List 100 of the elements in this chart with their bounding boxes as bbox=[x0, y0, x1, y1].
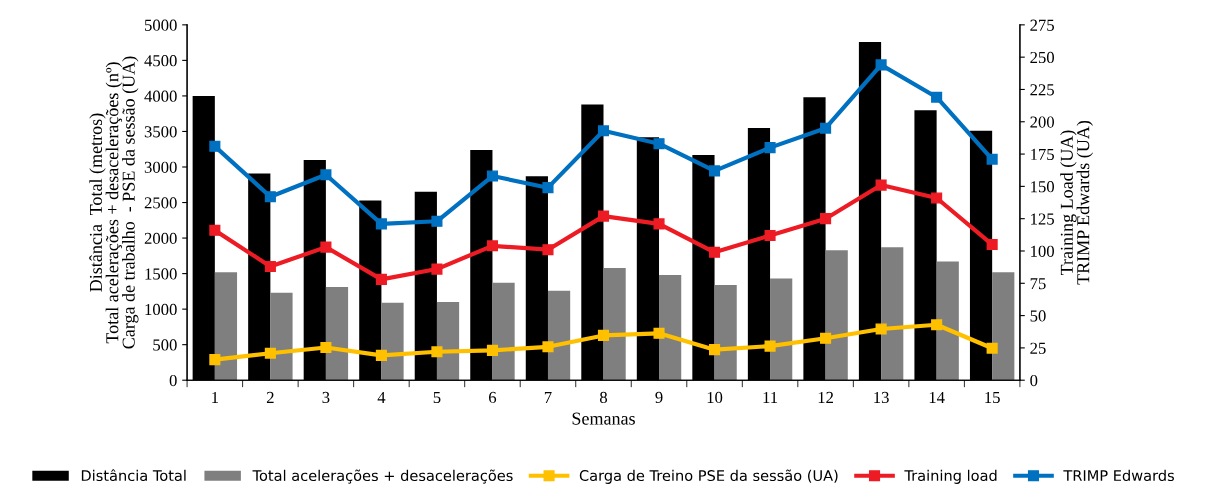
point bbox=[820, 332, 832, 344]
point bbox=[820, 122, 832, 134]
y2-tick-label: 275 bbox=[1030, 19, 1054, 31]
point bbox=[708, 344, 721, 356]
y2-tick-label: 150 bbox=[1031, 181, 1054, 193]
point bbox=[931, 319, 943, 331]
y-tick-label: 5000 bbox=[145, 19, 177, 31]
point bbox=[486, 170, 499, 182]
y-tick-label: 0 bbox=[169, 374, 177, 387]
y-tick-label: 2500 bbox=[144, 197, 177, 209]
point bbox=[375, 349, 387, 361]
point bbox=[431, 346, 443, 358]
bar bbox=[659, 275, 682, 381]
bar bbox=[714, 284, 737, 381]
x-tick-label: 15 bbox=[985, 391, 1000, 404]
y2-tick-label: 50 bbox=[1030, 310, 1046, 322]
bar bbox=[381, 302, 404, 381]
point bbox=[764, 142, 776, 154]
point bbox=[320, 241, 332, 253]
y-tick-label: 3500 bbox=[144, 126, 177, 138]
x-tick-label: 8 bbox=[599, 391, 608, 404]
x-tick-label: 11 bbox=[763, 391, 778, 403]
point bbox=[320, 341, 332, 354]
point bbox=[653, 218, 665, 230]
bar bbox=[325, 287, 349, 381]
point bbox=[597, 210, 610, 222]
point bbox=[986, 342, 998, 354]
x-tick-label: 5 bbox=[433, 391, 441, 404]
point bbox=[875, 59, 887, 71]
bar bbox=[270, 292, 293, 381]
point bbox=[764, 340, 776, 352]
point bbox=[431, 263, 443, 275]
x-tick-label: 14 bbox=[929, 391, 945, 403]
point bbox=[264, 260, 276, 273]
x-tick-label: 6 bbox=[489, 391, 497, 404]
x-tick-label: 7 bbox=[544, 391, 552, 403]
point bbox=[209, 140, 221, 152]
y-tick-label: 2000 bbox=[144, 232, 177, 245]
point bbox=[708, 246, 721, 258]
legend-label: Distância Total bbox=[81, 469, 186, 482]
bar bbox=[547, 290, 571, 381]
point bbox=[486, 344, 499, 356]
x-axis-title: Semanas bbox=[572, 412, 635, 425]
bar bbox=[770, 278, 793, 381]
y-tick-label: 500 bbox=[153, 339, 177, 351]
point bbox=[931, 192, 943, 204]
x-tick-label: 2 bbox=[266, 391, 274, 403]
y-tick-label: 1500 bbox=[145, 268, 177, 280]
y2-tick-label: 200 bbox=[1030, 116, 1054, 128]
legend-label: TRIMP Edwards bbox=[1063, 469, 1174, 482]
bar bbox=[881, 247, 904, 381]
bar bbox=[936, 261, 959, 381]
point bbox=[375, 218, 387, 230]
y2-tick-label: 25 bbox=[1030, 342, 1046, 354]
point bbox=[653, 327, 665, 339]
y2-tick-label: 175 bbox=[1031, 148, 1054, 161]
x-tick-label: 9 bbox=[655, 391, 663, 404]
point bbox=[820, 213, 832, 225]
point bbox=[209, 224, 221, 236]
point bbox=[542, 182, 554, 194]
y-axis-title: Distância Total (metros) Total acelerações + desacelerações (nº) Carga de trabalho - PSE da sessão (UA) bbox=[89, 56, 139, 349]
y-tick-label: 4000 bbox=[144, 90, 177, 102]
y2-tick-label: 75 bbox=[1030, 278, 1046, 290]
x-tick-label: 3 bbox=[322, 391, 330, 404]
point bbox=[875, 179, 887, 191]
legend-label: Total acelerações + desacelerações bbox=[252, 469, 513, 484]
bar bbox=[825, 250, 848, 381]
x-tick-label: 10 bbox=[707, 391, 723, 404]
point bbox=[653, 138, 665, 150]
y2-tick-label: 0 bbox=[1030, 374, 1038, 387]
y2-tick-label: 100 bbox=[1031, 245, 1054, 257]
point bbox=[431, 215, 443, 227]
y2-tick-label: 225 bbox=[1030, 84, 1054, 96]
y2-tick-label: 125 bbox=[1031, 213, 1054, 225]
bar bbox=[603, 267, 626, 381]
point bbox=[875, 323, 887, 335]
y-tick-label: 4500 bbox=[144, 55, 177, 67]
point bbox=[486, 240, 499, 252]
point bbox=[264, 347, 276, 359]
point bbox=[986, 238, 998, 251]
y2-tick-label: 250 bbox=[1030, 51, 1054, 64]
point bbox=[542, 341, 554, 353]
point bbox=[320, 169, 332, 181]
bar bbox=[436, 302, 460, 381]
y-tick-label: 3000 bbox=[144, 161, 177, 173]
x-tick-label: 1 bbox=[212, 391, 219, 403]
x-tick-label: 12 bbox=[818, 391, 833, 403]
bar bbox=[492, 282, 515, 381]
point bbox=[708, 165, 721, 177]
bar bbox=[214, 272, 238, 381]
x-tick-label: 4 bbox=[377, 391, 386, 403]
point bbox=[542, 244, 554, 256]
y-tick-label: 1000 bbox=[145, 303, 177, 316]
point bbox=[209, 354, 221, 366]
point bbox=[986, 153, 998, 165]
point bbox=[597, 125, 610, 137]
legend-label: Training load bbox=[904, 469, 997, 484]
legend-label: Carga de Treino PSE da sessão (UA) bbox=[579, 469, 838, 484]
point bbox=[264, 191, 276, 203]
x-tick-label: 13 bbox=[874, 391, 889, 404]
